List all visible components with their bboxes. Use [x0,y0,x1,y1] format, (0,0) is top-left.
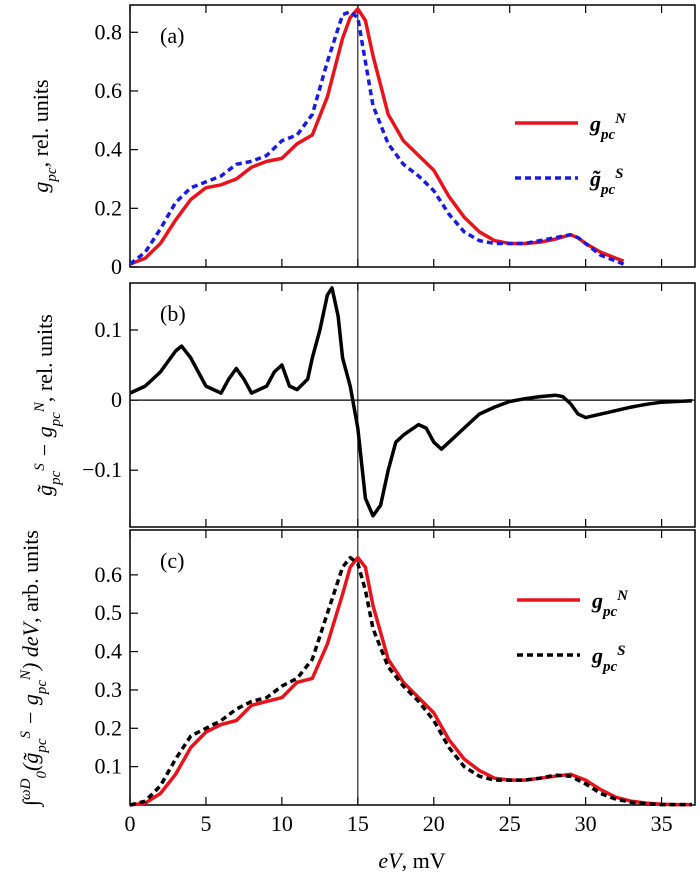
label-part: − g [18,694,43,731]
y-tick-label: 0.1 [95,317,123,342]
label-part: S [32,463,48,471]
x-tick-label: 25 [499,811,521,836]
label-part: g̃ [589,166,601,191]
panel-label: (c) [160,548,184,573]
x-tick-label: 30 [575,811,597,836]
y-tick-label: 0.5 [95,600,123,625]
label-part: pc [48,470,64,486]
label-part: pc [599,182,616,198]
label-part: − g [32,426,57,463]
data-line [129,7,625,266]
label-part: S [18,731,34,739]
data-line [129,555,692,807]
y-axis-label: g̃pcS − gpcN, rel. units [32,314,64,496]
label-part: , rel. units [28,79,53,167]
x-tick-label: 35 [651,811,673,836]
label-part: g [589,111,601,136]
label-part: N [18,669,34,681]
label-part: pc [44,167,60,183]
label-part: , mV [402,848,446,873]
legend-label: g̃pcS [589,166,624,198]
x-tick-label: 10 [271,811,293,836]
plot-frame [129,4,696,268]
label-part: ω [18,789,34,800]
label-part: pc [601,604,618,620]
label-part: ) deV [18,620,43,672]
y-axis-label: gpc, rel. units [28,79,60,192]
y-tick-label: 0.6 [95,78,123,103]
label-part: ∫ [18,798,44,808]
data-line [129,286,693,518]
label-part: D [18,778,34,790]
label-part: N [616,588,629,604]
label-part: g [591,588,603,613]
label-part: g [28,182,53,193]
label-part: S [617,643,625,659]
label-part: pc [34,738,50,754]
panel-label: (b) [160,301,186,326]
label-part: S [615,166,623,182]
x-tick-label: 20 [423,811,445,836]
y-tick-label: 0 [111,254,122,279]
data-line [129,555,692,807]
y-tick-label: 0.2 [95,195,123,220]
y-axis-label: ∫ωD0(g̃pcS − gpcN) deV, arb. units [18,530,50,808]
x-tick-label: 15 [347,811,369,836]
x-tick-label: 5 [200,811,211,836]
label-part: (g̃ [18,752,43,771]
y-tick-label: 0.4 [95,137,123,162]
label-part: eV [378,848,404,873]
label-part: 0 [34,771,50,779]
plot-frame [129,529,696,806]
label-part: g [591,643,603,668]
data-line [128,9,625,266]
label-part: pc [34,680,50,696]
y-tick-label: 0.6 [95,562,123,587]
y-tick-label: 0.2 [95,715,123,740]
y-tick-label: 0.8 [95,19,123,44]
label-part: , arb. units [18,530,43,623]
y-tick-label: 0 [111,387,122,412]
legend-label: gpcN [591,588,629,620]
label-part: g̃ [32,485,57,496]
label-part: , rel. units [32,314,57,402]
x-tick-label: 0 [125,811,136,836]
x-axis-label: eV, mV [378,848,445,873]
y-tick-label: 0.4 [95,639,123,664]
legend-label: gpcS [591,643,626,675]
legend-label: gpcN [589,111,627,143]
label-part: pc [48,412,64,428]
label-part: pc [599,127,616,143]
y-tick-label: 0.3 [95,677,123,702]
label-part: N [614,111,627,127]
label-part: pc [601,659,618,675]
plot-frame [129,282,696,528]
panel-label: (a) [160,23,184,48]
label-part: N [32,401,48,413]
y-tick-label: 0.1 [95,754,123,779]
y-tick-label: −0.1 [82,457,122,482]
